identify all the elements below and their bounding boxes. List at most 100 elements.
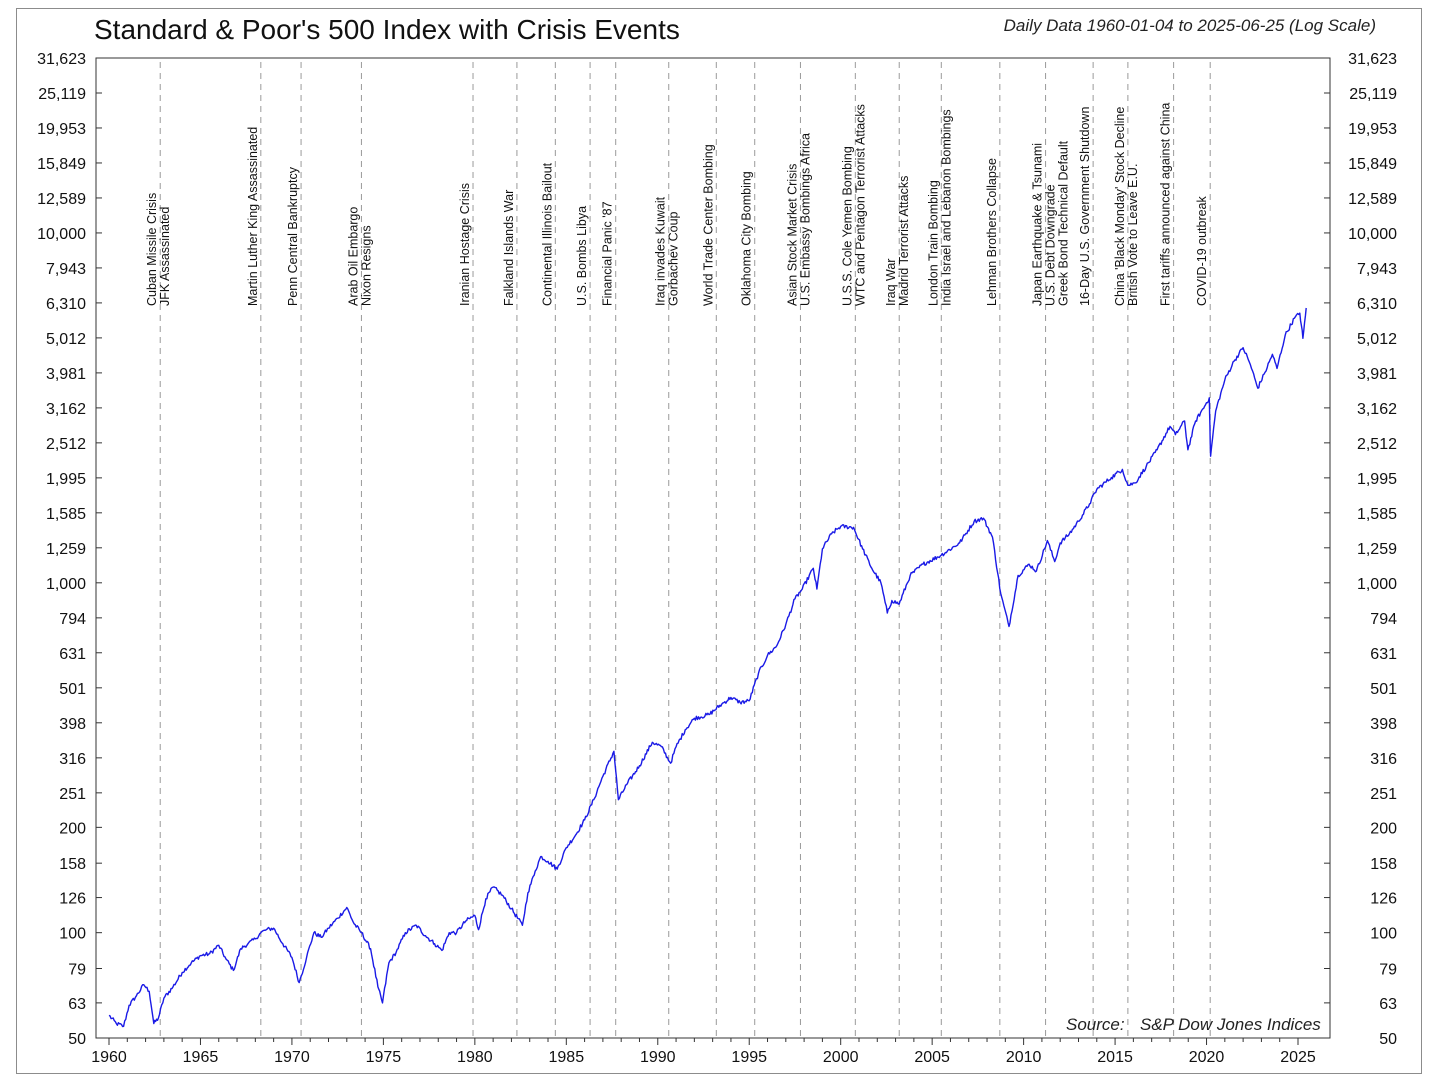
event-label: 16-Day U.S. Government Shutdown xyxy=(1078,107,1092,306)
event-label: World Trade Center Bombing xyxy=(701,144,715,306)
y-tick-label-left: 794 xyxy=(59,611,86,628)
event-label: U.S. Bombs Libya xyxy=(575,206,589,306)
event-label: British Vote to Leave E.U. xyxy=(1126,164,1140,306)
y-tick-label-right: 1,259 xyxy=(1357,541,1397,558)
source-label: Source: xyxy=(1066,1015,1125,1034)
y-tick-label-right: 398 xyxy=(1370,716,1397,733)
x-tick-label: 2010 xyxy=(1006,1049,1042,1066)
event-label: Penn Central Bankruptcy xyxy=(286,166,300,306)
y-tick-label-left: 25,119 xyxy=(38,86,86,103)
y-tick-label-right: 631 xyxy=(1370,646,1397,663)
y-tick-label-left: 1,000 xyxy=(46,576,86,593)
y-tick-label-right: 100 xyxy=(1370,926,1397,943)
x-tick-label: 1980 xyxy=(457,1049,493,1066)
y-tick-label-right: 2,512 xyxy=(1357,436,1397,453)
event-label: JFK Assassinated xyxy=(158,207,172,306)
event-label: U.S. Debt Downgrade xyxy=(1044,184,1058,306)
x-tick-label: 1965 xyxy=(183,1049,219,1066)
y-tick-label-left: 79 xyxy=(68,961,86,978)
chart-title: Standard & Poor's 500 Index with Crisis … xyxy=(94,14,680,45)
y-tick-label-right: 251 xyxy=(1370,786,1397,803)
y-tick-label-left: 1,585 xyxy=(46,506,86,523)
x-tick-label: 2005 xyxy=(914,1049,950,1066)
y-tick-label-left: 100 xyxy=(59,926,86,943)
x-axis: 1960 1965 1970 1975 1980 1985 1990 1995 2000 2005… xyxy=(91,1038,1316,1066)
y-tick-label-left: 6,310 xyxy=(46,296,86,313)
y-tick-label-right: 19,953 xyxy=(1348,121,1397,138)
chart-frame xyxy=(16,8,1422,1074)
y-tick-label-right: 6,310 xyxy=(1357,296,1397,313)
event-label: Asian Stock Market Crisis xyxy=(785,164,799,306)
y-tick-label-left: 31,623 xyxy=(37,51,86,68)
y-tick-label-left: 15,849 xyxy=(37,156,86,173)
event-label: Iranian Hostage Crisis xyxy=(458,183,472,306)
y-tick-label-right: 316 xyxy=(1370,751,1397,768)
y-tick-label-right: 7,943 xyxy=(1357,261,1397,278)
source-note: Source: S&P Dow Jones Indices xyxy=(1066,1015,1321,1034)
event-label: India Israel and Lebanon Bombings xyxy=(939,109,953,306)
y-tick-label-right: 794 xyxy=(1370,611,1397,628)
x-tick-label: 1960 xyxy=(91,1049,127,1066)
x-tick-label: 2000 xyxy=(823,1049,859,1066)
y-tick-label-left: 2,512 xyxy=(46,436,86,453)
event-label: London Train Bombing xyxy=(926,180,940,306)
y-tick-label-left: 12,589 xyxy=(37,191,86,208)
y-axis-right: 31,623 25,119 19,953 15,849 12,589 10,000 7,94… xyxy=(1324,51,1397,1048)
event-label: Financial Panic '87 xyxy=(601,201,615,306)
x-tick-label: 2020 xyxy=(1189,1049,1225,1066)
event-label: Gorbachev Coup xyxy=(667,211,681,306)
series-sp500 xyxy=(108,307,1307,1028)
event-label: Greek Bond Technical Default xyxy=(1057,140,1071,306)
y-tick-label-right: 126 xyxy=(1370,891,1397,908)
event-label: U.S. Embassy Bombings Africa xyxy=(798,133,812,306)
y-tick-label-right: 25,119 xyxy=(1349,86,1397,103)
event-label: Falkland Islands War xyxy=(502,190,516,306)
y-tick-label-right: 158 xyxy=(1370,856,1397,873)
y-tick-label-right: 15,849 xyxy=(1348,156,1397,173)
y-tick-label-left: 10,000 xyxy=(37,226,86,243)
event-label: Iraq invades Kuwait xyxy=(654,196,668,306)
x-tick-label: 1985 xyxy=(549,1049,585,1066)
y-tick-label-left: 50 xyxy=(68,1031,86,1048)
y-tick-label-left: 158 xyxy=(59,856,86,873)
y-tick-label-left: 1,995 xyxy=(46,471,86,488)
event-label: Madrid Terrorist Attacks xyxy=(897,176,911,306)
y-tick-label-right: 12,589 xyxy=(1348,191,1397,208)
y-tick-label-right: 3,162 xyxy=(1357,401,1397,418)
x-tick-label: 2025 xyxy=(1280,1049,1316,1066)
y-tick-label-left: 631 xyxy=(59,646,86,663)
y-tick-label-right: 10,000 xyxy=(1348,226,1397,243)
y-tick-label-left: 19,953 xyxy=(37,121,86,138)
x-tick-label: 1975 xyxy=(366,1049,402,1066)
y-tick-label-right: 3,981 xyxy=(1357,366,1397,383)
y-axis-left: 31,623 25,119 19,953 15,849 12,589 10,000 7,94… xyxy=(37,51,102,1048)
y-tick-label-left: 200 xyxy=(59,820,86,837)
y-tick-label-left: 3,162 xyxy=(46,401,86,418)
x-tick-label: 2015 xyxy=(1097,1049,1133,1066)
x-tick-label: 1970 xyxy=(274,1049,310,1066)
event-label: Nixon Resigns xyxy=(359,225,373,306)
y-tick-label-right: 1,585 xyxy=(1357,506,1397,523)
y-tick-label-right: 63 xyxy=(1379,996,1397,1013)
source-value: S&P Dow Jones Indices xyxy=(1140,1015,1321,1034)
event-label: Martin Luther King Assassinated xyxy=(246,127,260,306)
y-tick-label-right: 5,012 xyxy=(1357,331,1397,348)
y-tick-label-right: 31,623 xyxy=(1348,51,1397,68)
event-label: Lehman Brothers Collapse xyxy=(985,158,999,306)
event-label: China 'Black Monday' Stock Decline xyxy=(1113,107,1127,306)
event-label: WTC and Pentagon Terrorist Attacks xyxy=(853,104,867,306)
y-tick-label-right: 200 xyxy=(1370,820,1397,837)
y-tick-label-right: 1,000 xyxy=(1357,576,1397,593)
event-label: COVID-19 outbreak xyxy=(1195,195,1209,306)
event-label: Cuban Missile Crisis xyxy=(145,193,159,306)
y-tick-label-left: 126 xyxy=(59,891,86,908)
event-label: Oklahoma City Bombing xyxy=(740,171,754,306)
y-tick-label-left: 3,981 xyxy=(46,366,86,383)
y-tick-label-left: 7,943 xyxy=(46,261,86,278)
event-label: Continental Illinois Bailout xyxy=(540,162,554,306)
y-tick-label-left: 316 xyxy=(59,751,86,768)
event-label: U.S.S. Cole Yemen Bombing xyxy=(840,146,854,306)
y-tick-label-left: 1,259 xyxy=(46,541,86,558)
chart-subtitle: Daily Data 1960-01-04 to 2025-06-25 (Log… xyxy=(1003,16,1376,35)
